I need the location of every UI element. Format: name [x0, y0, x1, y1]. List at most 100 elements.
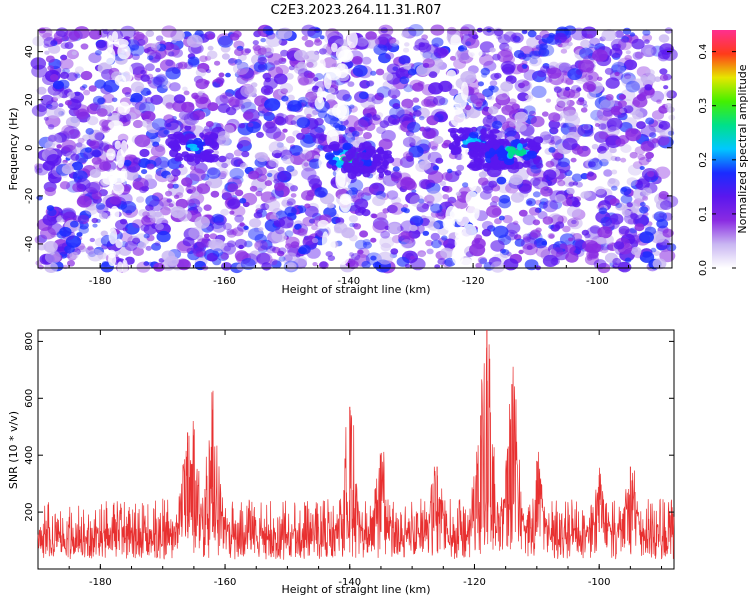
heatmap-cell	[618, 225, 630, 235]
heatmap-cell	[644, 39, 650, 44]
heatmap-cell	[139, 186, 148, 194]
heatmap-cell	[489, 80, 498, 87]
heatmap-cell	[591, 143, 599, 150]
heatmap-cell	[363, 132, 372, 140]
heatmap-cell	[479, 54, 494, 66]
heatmap-cell	[233, 62, 249, 75]
heatmap-cell	[567, 41, 573, 47]
heatmap-cell	[246, 121, 261, 133]
heatmap-cell	[97, 97, 106, 105]
heatmap-cell	[218, 35, 233, 48]
heatmap-cell	[533, 49, 540, 55]
heatmap-cell	[98, 212, 108, 220]
heatmap-cell	[61, 139, 77, 152]
heatmap-cell	[281, 197, 297, 209]
heatmap-cell	[462, 182, 469, 188]
heatmap-cell	[189, 168, 206, 182]
heatmap-cell	[234, 214, 244, 223]
heatmap-cell	[53, 132, 67, 143]
heatmap-cell	[153, 76, 165, 86]
heatmap-cell	[273, 73, 288, 85]
heatmap-cell	[548, 119, 561, 130]
heatmap-cell	[221, 262, 232, 271]
heatmap-cell	[604, 67, 614, 75]
heatmap-cell	[548, 147, 556, 153]
heatmap-cell	[278, 27, 293, 40]
heatmap-cell	[418, 252, 426, 258]
heatmap-cell	[514, 111, 528, 123]
heatmap-cell	[35, 260, 43, 266]
y-tick-label: 400	[24, 446, 35, 465]
heatmap-cell	[102, 93, 115, 104]
heatmap-hotspot	[352, 160, 358, 165]
heatmap-cell	[496, 35, 502, 40]
heatmap-cell	[206, 167, 221, 179]
heatmap-cell	[265, 199, 281, 212]
heatmap-cell	[59, 181, 71, 190]
heatmap-cell	[470, 92, 485, 105]
heatmap-cell	[428, 71, 438, 78]
heatmap-cell	[145, 245, 152, 251]
heatmap-cell	[269, 245, 276, 251]
heatmap-cell	[258, 63, 265, 69]
heatmap-cell	[229, 210, 235, 215]
heatmap-cell	[472, 34, 479, 40]
heatmap-cell	[656, 135, 670, 146]
heatmap-cell	[540, 131, 552, 141]
heatmap-cell	[197, 91, 203, 96]
heatmap-cell	[612, 257, 622, 266]
heatmap-cell	[599, 158, 609, 167]
heatmap-cell	[322, 57, 337, 69]
heatmap-cell	[234, 59, 242, 65]
heatmap-cell	[146, 210, 157, 219]
heatmap-hotspot	[476, 164, 485, 170]
y-tick-label: 200	[24, 503, 35, 522]
heatmap-cell	[150, 94, 163, 105]
heatmap-cell	[297, 68, 309, 77]
heatmap-cell	[68, 129, 81, 139]
heatmap-cell	[558, 62, 572, 73]
heatmap-cell	[431, 37, 444, 47]
heatmap-cell	[506, 75, 513, 82]
heatmap-cell	[256, 131, 264, 138]
heatmap-cell	[522, 243, 538, 256]
heatmap-cell	[477, 256, 487, 264]
heatmap-cell	[317, 87, 324, 104]
heatmap-cell	[171, 168, 181, 177]
heatmap-cell	[269, 258, 278, 266]
heatmap-cell	[571, 173, 583, 182]
heatmap-cell	[290, 193, 297, 198]
heatmap-cell	[383, 115, 397, 126]
heatmap-cell	[46, 154, 62, 166]
heatmap-cell	[136, 196, 145, 203]
heatmap-cell	[348, 105, 358, 113]
heatmap-cell	[506, 222, 521, 234]
heatmap-cell	[184, 125, 192, 131]
heatmap-cell	[252, 40, 259, 46]
heatmap-cell	[403, 47, 410, 53]
heatmap-cell	[642, 196, 649, 201]
heatmap-cell	[653, 211, 667, 222]
heatmap-cell	[115, 238, 123, 249]
heatmap-cell	[441, 142, 449, 149]
heatmap-cell	[348, 215, 358, 223]
heatmap-cell	[445, 205, 458, 225]
heatmap-cell	[209, 238, 225, 252]
heatmap-hotspot	[468, 131, 479, 139]
heatmap-cell	[222, 222, 232, 231]
heatmap-cell	[562, 122, 569, 128]
heatmap-cell	[426, 248, 434, 255]
heatmap-hotspot	[515, 147, 527, 157]
heatmap-cell	[64, 100, 72, 106]
heatmap-cell	[164, 44, 180, 57]
heatmap-hotspot	[173, 131, 184, 139]
heatmap-cell	[587, 158, 603, 170]
heatmap-cell	[242, 111, 254, 120]
heatmap-cell	[178, 163, 184, 169]
heatmap-cell	[88, 140, 100, 149]
heatmap-cell	[631, 38, 645, 50]
heatmap-cell	[132, 157, 141, 165]
heatmap-cell	[163, 130, 169, 135]
heatmap-cell	[573, 248, 585, 258]
heatmap-cell	[642, 33, 653, 42]
